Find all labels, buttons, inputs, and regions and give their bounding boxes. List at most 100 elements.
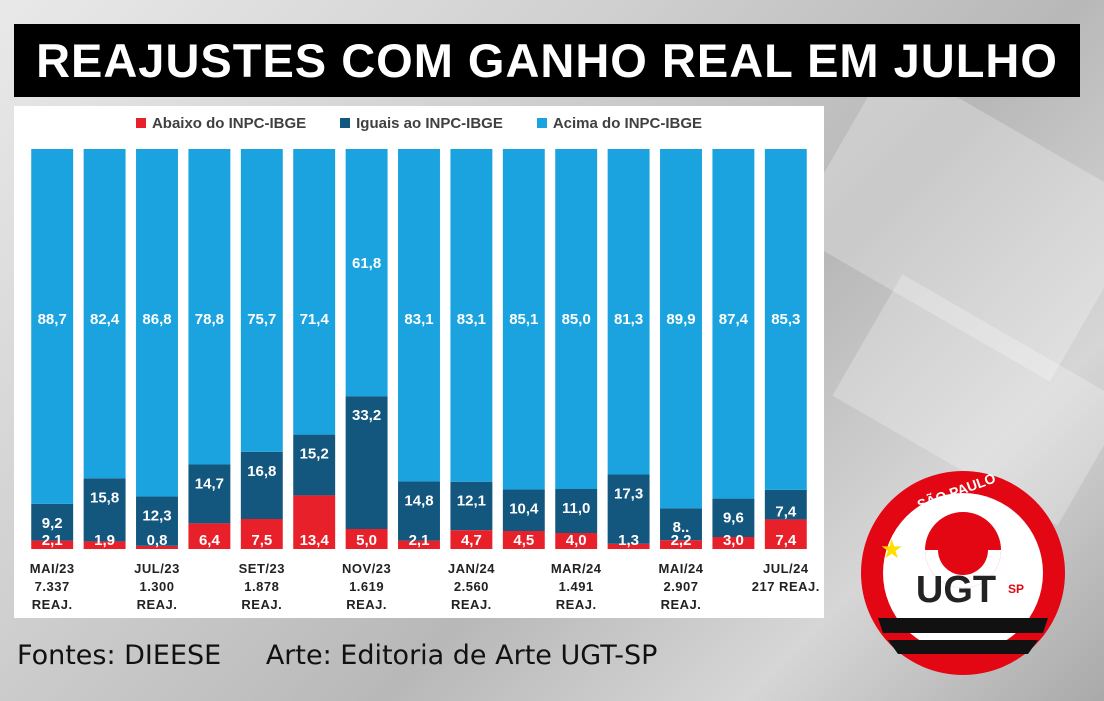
bar-above-2	[136, 149, 178, 497]
bar-below-13	[712, 537, 755, 549]
data-label-above-6: 61,8	[352, 255, 381, 272]
data-label-equal-14: 7,4	[775, 503, 797, 520]
data-label-above-14: 85,3	[771, 311, 800, 328]
bar-equal-2	[136, 496, 178, 546]
bar-equal-12	[660, 508, 702, 541]
bar-equal-13	[712, 498, 755, 537]
bar-equal-1	[83, 478, 126, 542]
data-label-equal-9: 10,4	[509, 500, 539, 517]
data-label-above-11: 81,3	[614, 311, 643, 328]
bar-equal-11	[607, 474, 650, 544]
data-label-above-12: 89,9	[666, 311, 695, 328]
data-label-above-9: 85,1	[509, 311, 538, 328]
data-label-above-7: 83,1	[404, 311, 433, 328]
legend-label-above: Acima do INPC-IBGE	[552, 114, 703, 132]
x-tick-label-8-0: JAN/24	[448, 561, 495, 576]
data-label-below-10: 4,0	[566, 532, 587, 549]
bar-above-14	[764, 149, 807, 490]
bar-below-2	[136, 545, 178, 549]
logo-ugt-text: UGT	[916, 569, 996, 611]
bar-below-8	[450, 530, 493, 549]
data-label-below-14: 7,4	[775, 532, 797, 549]
bar-equal-9	[502, 489, 545, 531]
legend-label-below: Abaixo do INPC-IBGE	[151, 114, 307, 132]
x-tick-label-6-2: REAJ.	[346, 597, 387, 612]
bar-below-10	[555, 533, 598, 549]
page-title: REAJUSTES COM GANHO REAL EM JULHO	[14, 24, 1080, 97]
x-tick-label-2-1: 1.300	[139, 579, 174, 594]
x-tick-label-8-2: REAJ.	[451, 597, 492, 612]
legend-item-below: Abaixo do INPC-IBGE	[135, 114, 307, 132]
logo-stripe	[878, 618, 1048, 633]
data-label-above-2: 86,8	[142, 311, 171, 328]
x-tick-label-14-0: JUL/24	[763, 561, 809, 576]
bar-below-11	[607, 543, 650, 549]
bar-above-0	[31, 149, 74, 504]
x-tick-label-0-1: 7.337	[35, 579, 70, 594]
data-label-above-13: 87,4	[719, 311, 749, 328]
bar-equal-5	[293, 434, 336, 496]
legend-item-equal: Iguais ao INPC-IBGE	[340, 115, 503, 132]
sources-line: Fontes: DIEESE Arte: Editoria de Arte UG…	[17, 640, 693, 671]
data-label-equal-3: 14,7	[195, 476, 224, 493]
data-label-equal-12: 8..	[673, 519, 690, 536]
data-label-below-2: 0,8	[147, 532, 168, 549]
x-tick-label-2-2: REAJ.	[137, 597, 178, 612]
data-label-equal-10: 11,0	[562, 500, 590, 517]
x-tick-label-4-2: REAJ.	[241, 597, 282, 612]
data-label-above-5: 71,4	[300, 311, 330, 328]
data-label-above-4: 75,7	[247, 311, 276, 328]
data-label-equal-2: 12,3	[142, 508, 171, 525]
data-label-equal-7: 14,8	[404, 492, 433, 509]
bar-equal-6	[345, 396, 388, 529]
bar-above-3	[188, 149, 231, 465]
data-label-above-3: 78,8	[195, 311, 224, 328]
bar-above-10	[555, 149, 598, 489]
data-label-equal-4: 16,8	[247, 463, 276, 480]
logo-sp-badge: SP	[1008, 582, 1024, 596]
x-tick-label-10-1: 1.491	[559, 579, 594, 594]
stacked-bar-chart: 2,1 9,2 88,7 1,9 15,8 82,4 0,8 12,3 86,8 6,4 14,7 7…	[30, 149, 820, 612]
data-label-above-1: 82,4	[90, 311, 120, 328]
x-tick-label-2-0: JUL/23	[134, 561, 180, 576]
x-tick-label-8-1: 2.560	[454, 579, 489, 594]
data-label-equal-0: 9,2	[42, 515, 63, 532]
data-label-below-3: 6,4	[199, 532, 221, 549]
bar-above-4	[240, 149, 283, 452]
bar-above-7	[398, 149, 440, 482]
data-label-below-1: 1,9	[94, 532, 115, 549]
data-label-below-13: 3,0	[723, 532, 744, 549]
bar-equal-3	[188, 464, 231, 524]
data-label-below-11: 1,3	[618, 532, 639, 549]
sources-fontes: Fontes: DIEESE	[17, 640, 222, 671]
bar-above-11	[607, 149, 650, 475]
bar-equal-8	[450, 481, 493, 531]
bar-below-3	[188, 523, 231, 549]
chart-panel: Abaixo do INPC-IBGE Iguais ao INPC-IBGE …	[14, 106, 824, 618]
x-tick-label-14-1: 217 REAJ.	[752, 579, 820, 594]
bar-equal-14	[764, 489, 807, 520]
x-tick-label-0-0: MAI/23	[30, 561, 75, 576]
bar-below-7	[398, 540, 440, 549]
legend-swatch-below	[135, 118, 146, 128]
bar-below-12	[660, 540, 702, 549]
bar-below-4	[240, 519, 283, 549]
x-tick-label-6-0: NOV/23	[342, 561, 391, 576]
data-label-below-12: 2,2	[671, 532, 692, 549]
bar-equal-10	[555, 489, 598, 533]
data-label-above-0: 88,7	[38, 311, 67, 328]
data-label-equal-8: 12,1	[457, 493, 486, 510]
bar-below-1	[83, 541, 126, 549]
x-tick-label-12-2: REAJ.	[661, 597, 702, 612]
data-label-equal-5: 15,2	[300, 446, 329, 463]
x-tick-label-4-0: SET/23	[239, 561, 285, 576]
legend-swatch-above	[536, 118, 547, 128]
bar-above-6	[345, 149, 388, 397]
data-label-equal-1: 15,8	[90, 489, 119, 506]
bar-above-13	[712, 149, 755, 499]
legend-item-above: Acima do INPC-IBGE	[536, 114, 703, 132]
bar-above-12	[660, 149, 702, 509]
logo-ball-arc	[925, 550, 1001, 588]
data-label-below-7: 2,1	[409, 532, 430, 549]
data-label-below-8: 4,7	[461, 532, 482, 549]
